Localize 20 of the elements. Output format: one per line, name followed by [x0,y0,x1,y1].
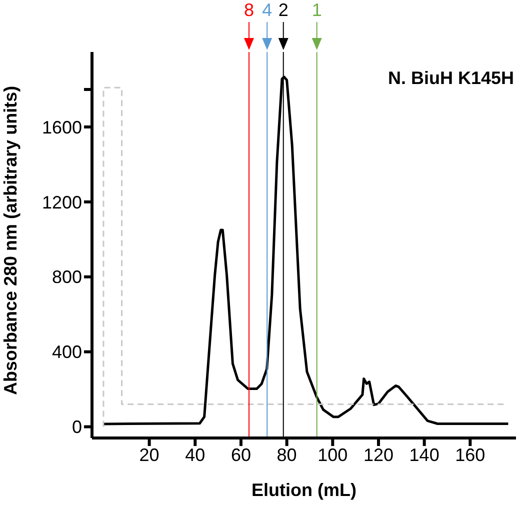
text: 8 [244,0,254,20]
x-tick-label: 60 [230,444,251,465]
x-axis-title: Elution (mL) [252,480,356,500]
text: N. BiuH K145H [388,68,514,89]
x-tick-label: 40 [185,444,206,465]
y-axis-title: Absorbance 280 nm (arbitrary units) [0,86,20,395]
text: 1 [312,0,322,20]
x-tick-label: 160 [455,444,486,465]
x-tick-label: 100 [318,444,348,465]
text: 4 [262,0,272,20]
x-tick-label: 20 [139,444,160,465]
y-tick-label: 800 [52,267,82,288]
x-tick-label: 120 [363,444,394,465]
x-tick-label: 140 [409,444,440,465]
x-tick-label: 80 [276,444,297,465]
y-tick-label: 0 [72,417,82,438]
text: 2 [278,0,288,20]
y-tick-label: 1600 [42,117,82,138]
y-tick-label: 1200 [42,192,82,212]
y-tick-label: 400 [52,342,82,362]
